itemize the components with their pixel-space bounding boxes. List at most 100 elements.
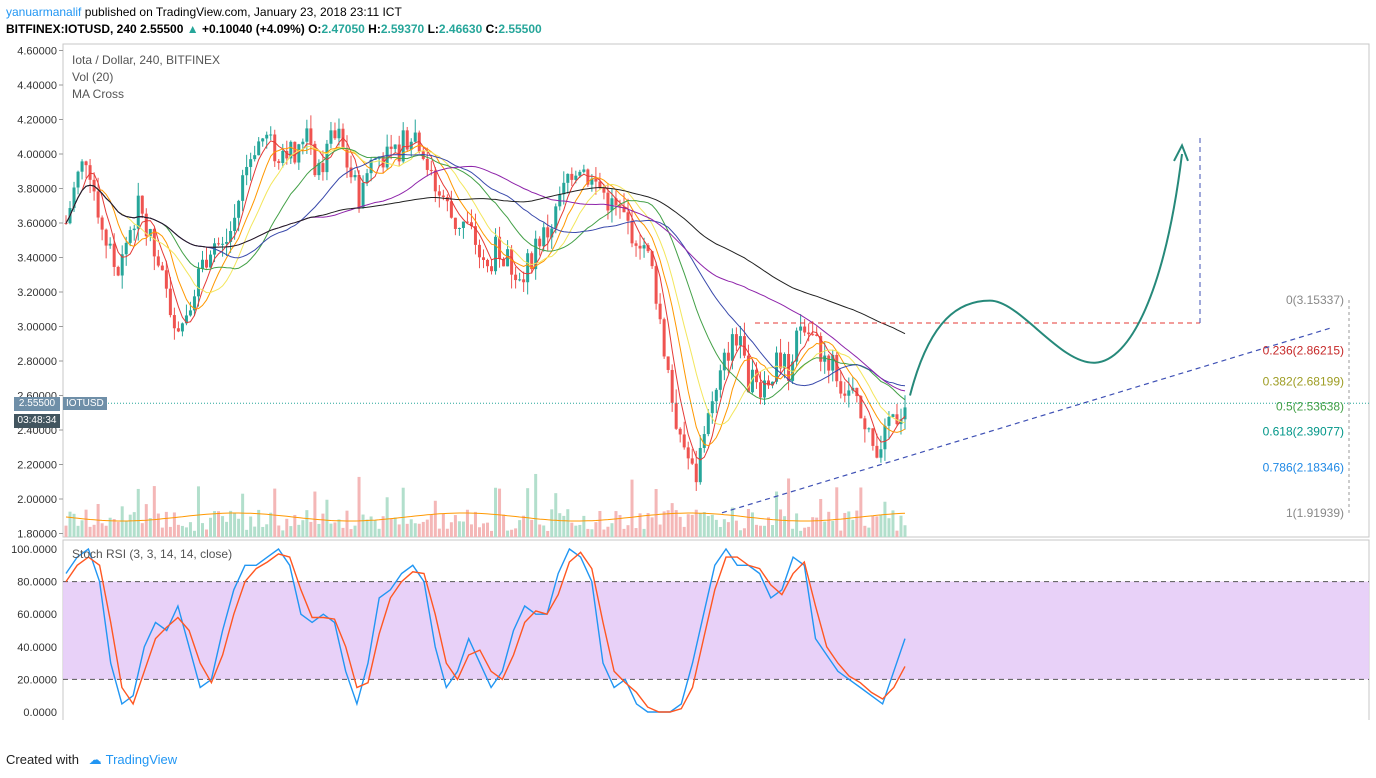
publish-text: published on TradingView.com, January 23… — [81, 5, 402, 19]
volume-bar — [184, 527, 188, 537]
y-tick-label: 3.40000 — [17, 253, 57, 265]
candle-body — [429, 169, 433, 171]
candle-body — [164, 270, 168, 289]
volume-bar — [405, 523, 409, 537]
candle-body — [329, 130, 333, 144]
candle-body — [602, 187, 606, 193]
volume-bar — [758, 525, 762, 537]
volume-bar — [610, 523, 614, 537]
tradingview-logo-icon[interactable]: ☁ — [88, 752, 102, 767]
candle-body — [538, 238, 542, 247]
volume-bar — [253, 526, 257, 537]
volume-bar — [433, 500, 437, 537]
candle-body — [835, 354, 839, 382]
volume-bar — [421, 521, 425, 537]
candle-body — [473, 226, 477, 245]
volume-bar — [168, 526, 172, 537]
y-tick-label: 3.60000 — [17, 218, 57, 230]
candle-body — [783, 353, 787, 369]
candle-body — [84, 161, 88, 166]
volume-bar — [429, 514, 433, 537]
volume-bar — [538, 524, 542, 537]
volume-bar — [341, 527, 345, 537]
projection-arrow-icon — [1173, 142, 1189, 162]
candle-body — [566, 173, 570, 183]
created-text: Created with — [6, 752, 79, 767]
candle-body — [433, 170, 437, 192]
candle-body — [610, 198, 614, 211]
volume-bar — [542, 525, 546, 537]
candle-body — [646, 245, 650, 252]
volume-bar — [598, 510, 602, 537]
fib-level-label: 0.382(2.68199) — [1263, 374, 1344, 388]
candle-body — [867, 428, 871, 430]
volume-bar — [369, 516, 373, 537]
volume-bar — [297, 524, 301, 537]
volume-bar — [506, 530, 510, 537]
volume-bar — [289, 526, 293, 537]
volume-bar — [847, 511, 851, 537]
volume-bar — [730, 507, 734, 537]
volume-bar — [550, 509, 554, 537]
tradingview-brand[interactable]: TradingView — [105, 752, 178, 767]
volume-bar — [156, 513, 160, 537]
symbol-tag: IOTUSD — [63, 397, 107, 410]
volume-bar — [393, 517, 397, 537]
volume-bar — [473, 511, 477, 537]
candle-body — [903, 407, 907, 420]
volume-bar — [80, 520, 84, 537]
candle-body — [217, 243, 221, 245]
candle-body — [140, 195, 144, 214]
candle-body — [582, 169, 586, 172]
volume-bar — [510, 529, 514, 537]
volume-bar — [823, 521, 827, 537]
close-value: 2.55500 — [498, 22, 542, 36]
y-tick-label: 4.00000 — [17, 149, 57, 161]
volume-bar — [662, 511, 666, 537]
candle-body — [120, 254, 124, 276]
countdown-tag: 03:48:34 — [14, 414, 60, 428]
y-tick-label: 2.00000 — [17, 494, 57, 506]
candle-body — [694, 463, 698, 483]
volume-bar — [273, 488, 277, 537]
candle-body — [678, 428, 682, 435]
volume-bar — [381, 516, 385, 537]
volume-bar — [301, 520, 305, 537]
candle-body — [437, 191, 441, 196]
candle-body — [502, 258, 506, 267]
candle-body — [658, 303, 662, 320]
volume-bar — [710, 514, 714, 537]
candle-body — [281, 150, 285, 163]
volume-bar — [313, 491, 317, 537]
candle-body — [176, 328, 180, 332]
volume-bar — [461, 521, 465, 537]
volume-bar — [586, 528, 590, 537]
volume-bar — [811, 517, 815, 537]
volume-bar — [654, 489, 658, 537]
candle-body — [586, 169, 590, 185]
candle-body — [253, 155, 257, 160]
symbol-label: BITFINEX:IOTUSD, 240 — [6, 22, 137, 36]
candle-body — [799, 326, 803, 331]
volume-bar — [413, 523, 417, 537]
candle-body — [361, 182, 365, 209]
rsi-tick-label: 60.0000 — [17, 609, 57, 621]
vol-legend: Vol (20) — [72, 70, 114, 84]
ma-line-9 — [65, 144, 906, 447]
volume-bar — [249, 516, 253, 537]
y-tick-label: 2.20000 — [17, 460, 57, 472]
volume-bar — [261, 526, 265, 537]
volume-bar — [116, 521, 120, 537]
author-link[interactable]: yanuarmanalif — [6, 5, 82, 19]
candle-body — [887, 416, 891, 426]
candle-body — [742, 336, 746, 356]
volume-bar — [465, 509, 469, 537]
candle-body — [754, 369, 758, 383]
candle-body — [823, 355, 827, 362]
y-tick-label: 3.20000 — [17, 287, 57, 299]
volume-bar — [594, 522, 598, 537]
volume-bar — [750, 512, 754, 537]
candle-body — [815, 334, 819, 336]
candle-body — [598, 181, 602, 188]
chart-svg[interactable]: 4.60000 4.40000 4.20000 4.00000 3.80000 3.600… — [0, 40, 1376, 720]
